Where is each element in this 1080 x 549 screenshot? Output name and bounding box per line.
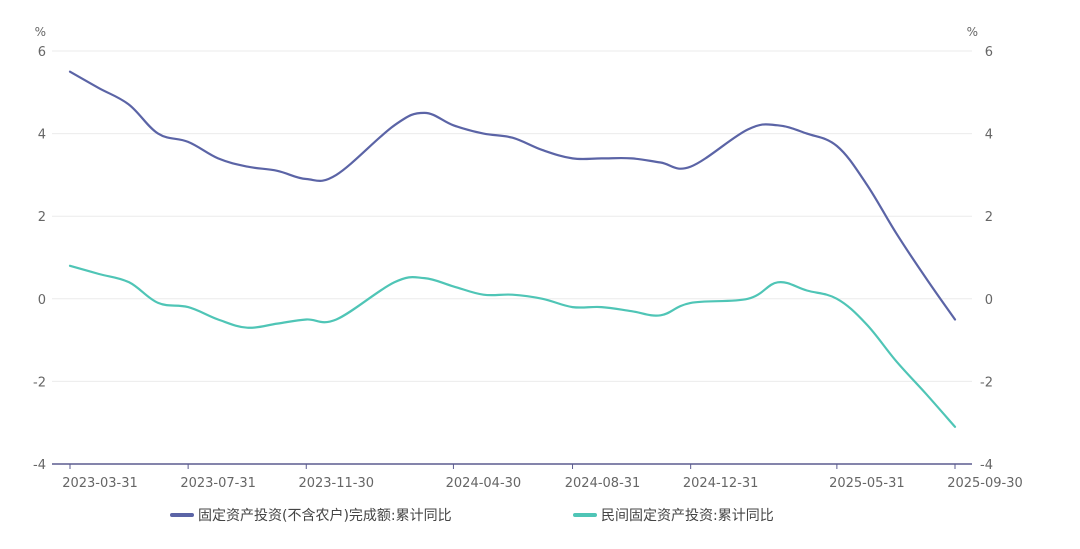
y-unit-right: % bbox=[967, 25, 978, 39]
legend[interactable]: 固定资产投资(不含农户)完成额:累计同比 民间固定资产投资:累计同比 bbox=[170, 507, 774, 524]
x-tick-label: 2025-09-30 bbox=[947, 476, 1023, 491]
legend-item-2[interactable]: 民间固定资产投资:累计同比 bbox=[573, 508, 774, 524]
y-tick-label-right: -4 bbox=[980, 458, 993, 473]
y-tick-label-left: 0 bbox=[38, 293, 46, 308]
y-tick-label-right: 6 bbox=[985, 45, 993, 60]
x-tick-label: 2023-03-31 bbox=[62, 476, 138, 491]
y-unit-left: % bbox=[35, 25, 46, 39]
y-tick-label-left: -4 bbox=[33, 458, 46, 473]
x-tick-label: 2023-07-31 bbox=[180, 476, 256, 491]
x-tick-label: 2025-05-31 bbox=[829, 476, 905, 491]
legend-item-1[interactable]: 固定资产投资(不含农户)完成额:累计同比 bbox=[170, 507, 452, 524]
y-tick-label-left: 4 bbox=[38, 128, 46, 143]
y-tick-label-right: 4 bbox=[985, 128, 993, 143]
y-tick-label-left: -2 bbox=[33, 375, 46, 390]
y-tick-label-right: 0 bbox=[985, 293, 993, 308]
legend-label: 民间固定资产投资:累计同比 bbox=[601, 508, 774, 524]
axes: -4 -4 -2 -2 0 0 2 2 4 4 6 6% % 2023-03-31 2023-07-31 20… bbox=[33, 25, 1023, 491]
x-tick-label: 2024-12-31 bbox=[683, 476, 759, 491]
y-tick-label-left: 6 bbox=[38, 45, 46, 60]
series-lines bbox=[68, 70, 957, 428]
legend-label: 固定资产投资(不含农户)完成额:累计同比 bbox=[198, 507, 452, 524]
series-line-2[interactable] bbox=[68, 264, 957, 428]
y-tick-label-left: 2 bbox=[38, 210, 46, 225]
y-tick-label-right: 2 bbox=[985, 210, 993, 225]
x-tick-label: 2023-11-30 bbox=[298, 476, 374, 491]
y-tick-label-right: -2 bbox=[980, 375, 993, 390]
x-tick-label: 2024-08-31 bbox=[565, 476, 641, 491]
grid-lines bbox=[52, 50, 972, 382]
series-line-1[interactable] bbox=[68, 70, 957, 321]
x-tick-label: 2024-04-30 bbox=[446, 476, 522, 491]
